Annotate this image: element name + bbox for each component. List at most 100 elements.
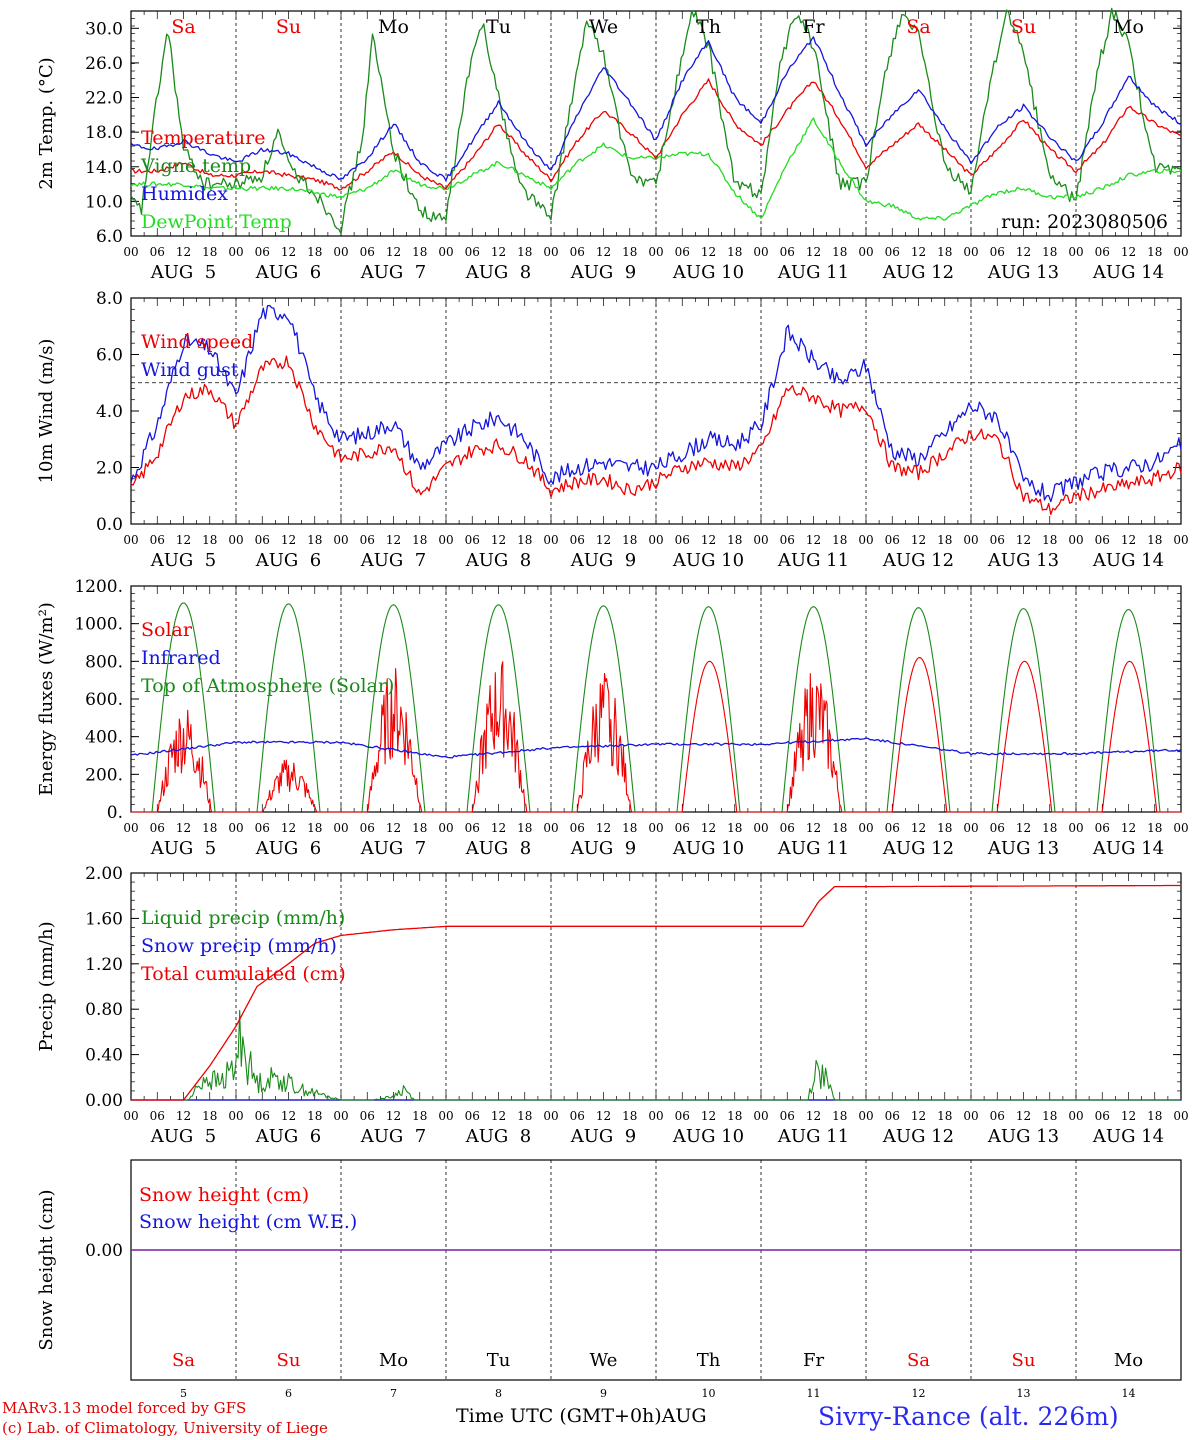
y-tick-label: 0.80 (85, 1000, 123, 1020)
y-tick-label: 200. (85, 765, 123, 785)
hour-tick-label: 00 (438, 1109, 453, 1123)
hour-tick-label: 18 (727, 1109, 742, 1123)
legend-entry: Snow height (cm W.E.) (139, 1211, 357, 1233)
legend-entry: Solar (141, 619, 193, 641)
hour-tick-label: 18 (202, 821, 217, 835)
date-label: AUG 14 (1092, 262, 1164, 283)
day-label-bottom: Th (697, 1350, 721, 1371)
legend-entry: Top of Atmosphere (Solar) (141, 675, 394, 697)
date-label: AUG 5 (150, 262, 216, 283)
day-label-top: We (589, 16, 618, 38)
hour-tick-label: 00 (753, 533, 768, 547)
date-label: AUG 6 (255, 262, 321, 283)
hour-tick-label: 00 (228, 533, 243, 547)
day-label-bottom: Fr (803, 1350, 824, 1371)
hour-tick-label: 00 (858, 821, 873, 835)
y-tick-label: 0. (107, 803, 123, 823)
series-line-wind-gust (130, 304, 1182, 503)
hour-tick-label: 18 (307, 1109, 322, 1123)
hour-tick-label: 00 (753, 245, 768, 259)
hour-tick-label: 18 (1042, 821, 1057, 835)
xaxis-title: Time UTC (GMT+0h)AUG (456, 1405, 707, 1427)
day-label-top: Th (696, 16, 721, 38)
hour-tick-label: 18 (202, 533, 217, 547)
date-label: AUG 7 (360, 550, 426, 571)
date-label: AUG 5 (150, 1126, 216, 1147)
legend-entry: Total cumulated (cm) (141, 963, 346, 985)
hour-tick-label: 12 (281, 1109, 296, 1123)
hour-tick-label: 12 (911, 821, 926, 835)
hour-tick-label: 00 (1068, 533, 1083, 547)
hour-tick-label: 00 (543, 245, 558, 259)
hour-tick-label: 12 (176, 821, 191, 835)
day-label-top: Sa (171, 16, 195, 38)
day-label-bottom: Mo (1114, 1350, 1143, 1371)
footer-model: MARv3.13 model forced by GFS (2, 1399, 247, 1417)
y-tick-label: 1200. (74, 577, 123, 597)
hour-tick-label: 00 (123, 533, 138, 547)
date-label: AUG 12 (882, 262, 954, 283)
hour-tick-label: 18 (832, 533, 847, 547)
hour-tick-label: 00 (1173, 245, 1188, 259)
y-tick-label: 18.0 (85, 123, 123, 143)
date-label: AUG 12 (882, 838, 954, 859)
hour-tick-label: 18 (622, 821, 637, 835)
hour-tick-label: 06 (885, 533, 900, 547)
day-label-bottom: Su (1012, 1350, 1036, 1371)
hour-tick-label: 00 (228, 245, 243, 259)
hour-tick-label: 06 (675, 821, 690, 835)
hour-tick-label: 18 (937, 821, 952, 835)
y-tick-label: 22.0 (85, 89, 123, 109)
hour-tick-label: 18 (1147, 1109, 1162, 1123)
day-number: 10 (702, 1387, 716, 1400)
hour-tick-label: 12 (176, 533, 191, 547)
hour-tick-label: 00 (333, 821, 348, 835)
hour-tick-label: 12 (491, 821, 506, 835)
hour-tick-label: 12 (596, 1109, 611, 1123)
hour-tick-label: 12 (1121, 533, 1136, 547)
hour-tick-label: 12 (911, 1109, 926, 1123)
date-label: AUG 7 (360, 262, 426, 283)
hour-tick-label: 18 (727, 533, 742, 547)
hour-tick-label: 12 (491, 533, 506, 547)
hour-tick-label: 18 (727, 821, 742, 835)
y-tick-label: 30.0 (85, 19, 123, 39)
hour-tick-label: 00 (1173, 821, 1188, 835)
hour-tick-label: 18 (517, 245, 532, 259)
y-axis-label: Precip (mm/h) (36, 921, 57, 1051)
y-tick-label: 0.00 (85, 1091, 123, 1111)
legend-entry: Vigne temp (140, 155, 251, 177)
hour-tick-label: 12 (596, 245, 611, 259)
y-tick-label: 4.0 (96, 402, 123, 422)
hour-tick-label: 12 (596, 821, 611, 835)
hour-tick-label: 00 (123, 821, 138, 835)
y-tick-label: 600. (85, 690, 123, 710)
date-label: AUG 8 (465, 838, 531, 859)
day-label-top: Mo (1113, 16, 1144, 38)
hour-tick-label: 06 (570, 1109, 585, 1123)
hour-tick-label: 18 (202, 245, 217, 259)
hour-tick-label: 06 (360, 821, 375, 835)
hour-tick-label: 06 (255, 533, 270, 547)
day-label-top: Mo (378, 16, 409, 38)
hour-tick-label: 00 (648, 1109, 663, 1123)
hour-tick-label: 18 (517, 1109, 532, 1123)
legend-entry: Humidex (141, 183, 228, 205)
hour-tick-label: 00 (438, 821, 453, 835)
date-label: AUG 14 (1092, 838, 1164, 859)
hour-tick-label: 18 (937, 245, 952, 259)
date-label: AUG 11 (777, 1126, 849, 1147)
date-label: AUG 8 (465, 262, 531, 283)
y-axis-label: Energy fluxes (W/m²) (36, 602, 57, 796)
hour-tick-label: 12 (911, 533, 926, 547)
hour-tick-label: 06 (150, 533, 165, 547)
hour-tick-label: 00 (543, 1109, 558, 1123)
hour-tick-label: 00 (1068, 1109, 1083, 1123)
hour-tick-label: 00 (753, 821, 768, 835)
date-label: AUG 8 (465, 550, 531, 571)
y-tick-label: 0.0 (96, 515, 123, 535)
day-number: 8 (495, 1387, 502, 1400)
hour-tick-label: 12 (701, 245, 716, 259)
y-tick-label: 10.0 (85, 192, 123, 212)
